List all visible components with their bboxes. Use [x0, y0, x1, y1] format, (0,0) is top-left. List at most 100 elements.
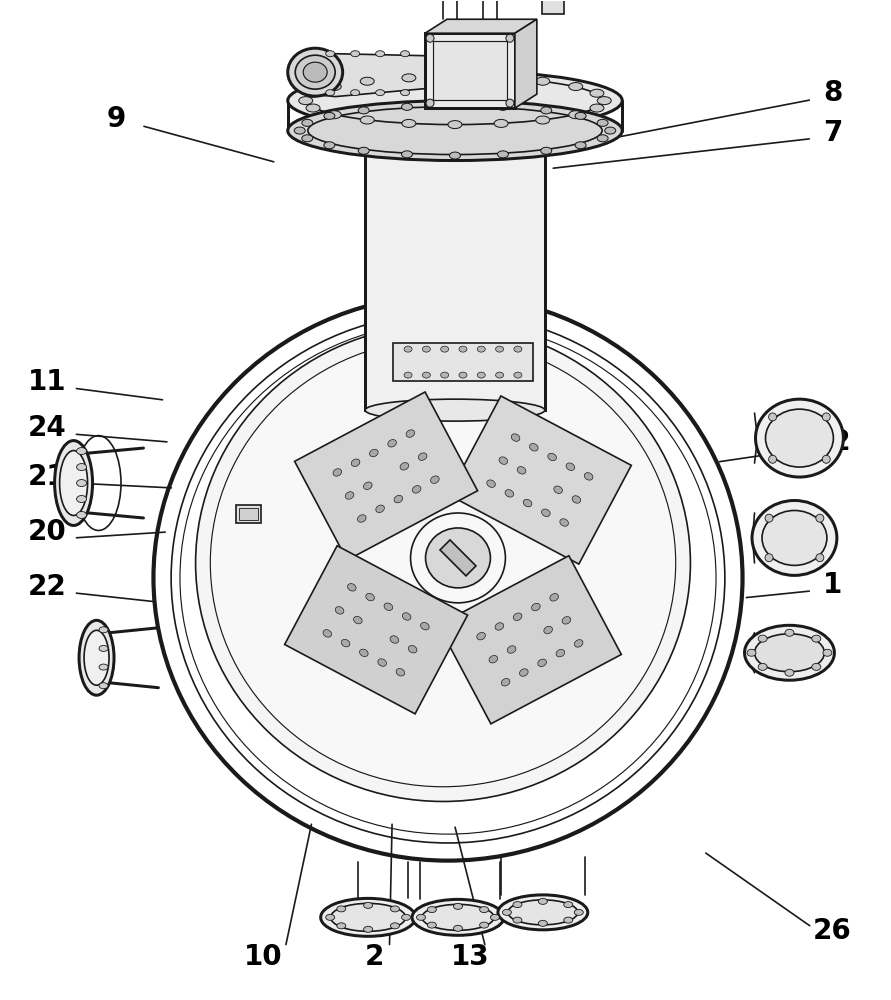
Ellipse shape: [294, 127, 306, 134]
Text: 7: 7: [822, 119, 842, 147]
Polygon shape: [440, 540, 476, 576]
Ellipse shape: [288, 101, 622, 161]
Ellipse shape: [354, 616, 362, 624]
Ellipse shape: [550, 594, 559, 601]
Ellipse shape: [324, 112, 335, 119]
Ellipse shape: [535, 116, 550, 124]
Ellipse shape: [337, 923, 346, 929]
Ellipse shape: [822, 455, 830, 463]
Ellipse shape: [745, 625, 834, 680]
Ellipse shape: [544, 626, 552, 634]
Ellipse shape: [378, 659, 387, 666]
Ellipse shape: [448, 73, 462, 81]
Ellipse shape: [428, 922, 437, 928]
Ellipse shape: [99, 627, 108, 633]
Ellipse shape: [762, 510, 827, 565]
Ellipse shape: [548, 453, 556, 461]
Ellipse shape: [421, 622, 429, 630]
Ellipse shape: [426, 528, 490, 588]
Ellipse shape: [513, 917, 522, 923]
Ellipse shape: [77, 511, 86, 518]
Ellipse shape: [331, 903, 405, 931]
Ellipse shape: [351, 459, 360, 466]
Ellipse shape: [495, 623, 503, 630]
Text: 24: 24: [28, 414, 66, 442]
Ellipse shape: [459, 372, 467, 378]
Ellipse shape: [477, 632, 486, 640]
Ellipse shape: [426, 34, 434, 42]
Ellipse shape: [84, 630, 109, 685]
Ellipse shape: [513, 613, 522, 620]
Ellipse shape: [430, 476, 439, 483]
Ellipse shape: [758, 663, 767, 670]
Ellipse shape: [513, 902, 522, 908]
Ellipse shape: [400, 463, 409, 470]
Ellipse shape: [756, 399, 844, 477]
Ellipse shape: [502, 679, 510, 686]
Ellipse shape: [495, 119, 508, 127]
Polygon shape: [365, 141, 544, 410]
Ellipse shape: [402, 119, 416, 127]
Text: 9: 9: [107, 105, 126, 133]
Ellipse shape: [404, 346, 412, 352]
Ellipse shape: [364, 926, 372, 932]
Ellipse shape: [360, 649, 368, 657]
Ellipse shape: [365, 127, 544, 155]
Ellipse shape: [499, 457, 508, 464]
Ellipse shape: [765, 554, 773, 562]
Ellipse shape: [490, 914, 500, 920]
Ellipse shape: [360, 77, 374, 85]
Ellipse shape: [495, 74, 508, 82]
Ellipse shape: [327, 83, 341, 91]
Ellipse shape: [153, 295, 742, 861]
Ellipse shape: [489, 655, 498, 663]
Text: 13: 13: [451, 943, 490, 971]
Ellipse shape: [572, 496, 581, 503]
Ellipse shape: [196, 324, 691, 801]
Ellipse shape: [497, 151, 509, 158]
Ellipse shape: [422, 372, 430, 378]
Ellipse shape: [408, 645, 417, 653]
Ellipse shape: [306, 89, 320, 97]
Ellipse shape: [816, 514, 824, 522]
Ellipse shape: [388, 440, 396, 447]
Polygon shape: [438, 556, 621, 724]
Ellipse shape: [812, 663, 821, 670]
Ellipse shape: [597, 135, 609, 142]
Ellipse shape: [448, 121, 462, 129]
Ellipse shape: [402, 151, 413, 158]
Text: 22: 22: [28, 573, 66, 601]
Ellipse shape: [507, 646, 516, 653]
Ellipse shape: [366, 593, 374, 601]
Polygon shape: [393, 76, 519, 108]
Ellipse shape: [538, 898, 547, 904]
Ellipse shape: [77, 448, 86, 455]
Ellipse shape: [554, 486, 562, 493]
Ellipse shape: [358, 147, 369, 154]
Ellipse shape: [538, 659, 546, 667]
Polygon shape: [393, 343, 533, 381]
Ellipse shape: [518, 467, 526, 474]
Ellipse shape: [419, 453, 427, 460]
Ellipse shape: [535, 77, 550, 85]
Ellipse shape: [412, 899, 504, 935]
Ellipse shape: [556, 649, 565, 657]
Ellipse shape: [401, 90, 410, 96]
Ellipse shape: [333, 469, 341, 476]
Ellipse shape: [575, 640, 583, 647]
Ellipse shape: [769, 455, 777, 463]
Polygon shape: [542, 0, 564, 14]
Bar: [236, 505, 261, 523]
Ellipse shape: [514, 372, 522, 378]
Ellipse shape: [403, 613, 411, 620]
Polygon shape: [448, 396, 632, 564]
Ellipse shape: [575, 112, 586, 119]
Ellipse shape: [302, 119, 313, 126]
Text: 2: 2: [364, 943, 384, 971]
Ellipse shape: [478, 346, 486, 352]
Ellipse shape: [326, 914, 335, 920]
Ellipse shape: [351, 90, 360, 96]
Ellipse shape: [758, 635, 767, 642]
Ellipse shape: [401, 51, 410, 57]
Ellipse shape: [506, 34, 514, 42]
